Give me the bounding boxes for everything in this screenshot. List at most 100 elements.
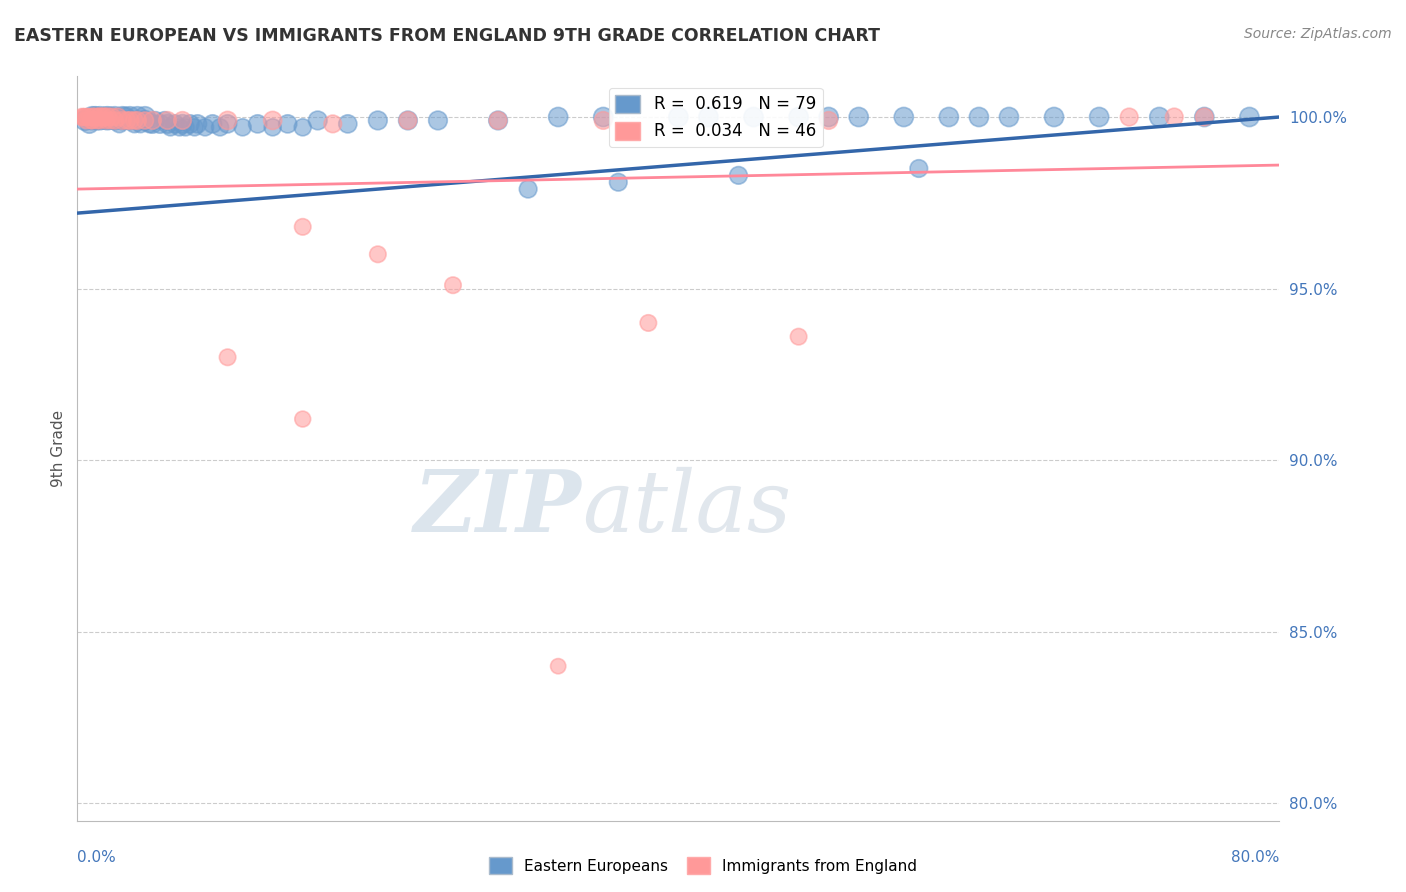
Point xyxy=(127,113,149,128)
Point xyxy=(262,120,284,135)
Point xyxy=(209,120,232,135)
Point xyxy=(93,110,115,124)
Point xyxy=(547,110,569,124)
Point xyxy=(1043,110,1066,124)
Point xyxy=(262,113,284,128)
Point xyxy=(93,113,115,128)
Point xyxy=(82,110,104,124)
Point xyxy=(817,113,839,128)
Point xyxy=(517,182,540,196)
Point xyxy=(486,113,509,128)
Point xyxy=(75,113,97,128)
Point xyxy=(427,113,450,128)
Point xyxy=(82,113,104,128)
Point xyxy=(787,329,810,343)
Point xyxy=(76,110,98,124)
Point xyxy=(80,113,103,128)
Point xyxy=(172,117,194,131)
Point xyxy=(153,113,176,128)
Point xyxy=(104,110,127,124)
Point xyxy=(159,120,181,135)
Point xyxy=(592,113,614,128)
Point xyxy=(134,113,156,128)
Point xyxy=(111,113,134,128)
Point xyxy=(141,113,163,128)
Point xyxy=(1239,110,1261,124)
Point xyxy=(96,113,118,128)
Point xyxy=(118,113,141,128)
Point xyxy=(848,110,870,124)
Point xyxy=(124,117,146,131)
Point xyxy=(1149,110,1171,124)
Point xyxy=(118,110,141,124)
Y-axis label: 9th Grade: 9th Grade xyxy=(51,409,66,487)
Point xyxy=(441,278,464,293)
Point xyxy=(169,120,191,135)
Point xyxy=(486,113,509,128)
Point xyxy=(127,113,149,128)
Point xyxy=(70,110,93,124)
Point xyxy=(174,120,197,135)
Point xyxy=(668,110,690,124)
Point xyxy=(367,113,389,128)
Point xyxy=(149,117,172,131)
Point xyxy=(89,113,111,128)
Point xyxy=(86,113,108,128)
Point xyxy=(115,113,138,128)
Point xyxy=(1194,110,1216,124)
Point xyxy=(156,117,179,131)
Point xyxy=(100,113,122,128)
Point xyxy=(607,175,630,189)
Legend: R =  0.619   N = 79, R =  0.034   N = 46: R = 0.619 N = 79, R = 0.034 N = 46 xyxy=(609,88,823,147)
Text: atlas: atlas xyxy=(582,467,792,549)
Point xyxy=(637,316,659,330)
Point xyxy=(134,113,156,128)
Point xyxy=(89,110,111,124)
Point xyxy=(87,110,110,124)
Point xyxy=(246,117,269,131)
Point xyxy=(127,110,149,124)
Point xyxy=(104,113,127,128)
Point xyxy=(96,110,118,124)
Point xyxy=(114,113,136,128)
Point xyxy=(138,117,160,131)
Point xyxy=(79,110,101,124)
Text: EASTERN EUROPEAN VS IMMIGRANTS FROM ENGLAND 9TH GRADE CORRELATION CHART: EASTERN EUROPEAN VS IMMIGRANTS FROM ENGL… xyxy=(14,27,880,45)
Point xyxy=(217,113,239,128)
Point xyxy=(217,351,239,365)
Point xyxy=(124,113,146,128)
Point xyxy=(179,117,201,131)
Point xyxy=(89,110,111,124)
Point xyxy=(291,412,314,426)
Point xyxy=(73,113,96,128)
Point xyxy=(967,110,990,124)
Point xyxy=(186,117,209,131)
Point xyxy=(84,110,107,124)
Point xyxy=(367,247,389,261)
Point xyxy=(73,110,96,124)
Point xyxy=(908,161,931,176)
Point xyxy=(100,113,122,128)
Point xyxy=(194,120,217,135)
Point xyxy=(998,110,1021,124)
Point xyxy=(145,113,167,128)
Point xyxy=(727,169,749,183)
Point xyxy=(101,110,124,124)
Legend: Eastern Europeans, Immigrants from England: Eastern Europeans, Immigrants from Engla… xyxy=(484,851,922,880)
Point xyxy=(82,110,104,124)
Point xyxy=(938,110,960,124)
Point xyxy=(163,117,186,131)
Point xyxy=(817,110,839,124)
Text: 80.0%: 80.0% xyxy=(1232,850,1279,865)
Point xyxy=(336,117,359,131)
Point xyxy=(697,110,720,124)
Point xyxy=(91,110,114,124)
Point xyxy=(1194,110,1216,124)
Text: ZIP: ZIP xyxy=(415,466,582,549)
Point xyxy=(104,113,127,128)
Point xyxy=(291,219,314,234)
Point xyxy=(893,110,915,124)
Point xyxy=(742,110,765,124)
Point xyxy=(1118,110,1140,124)
Point xyxy=(93,110,115,124)
